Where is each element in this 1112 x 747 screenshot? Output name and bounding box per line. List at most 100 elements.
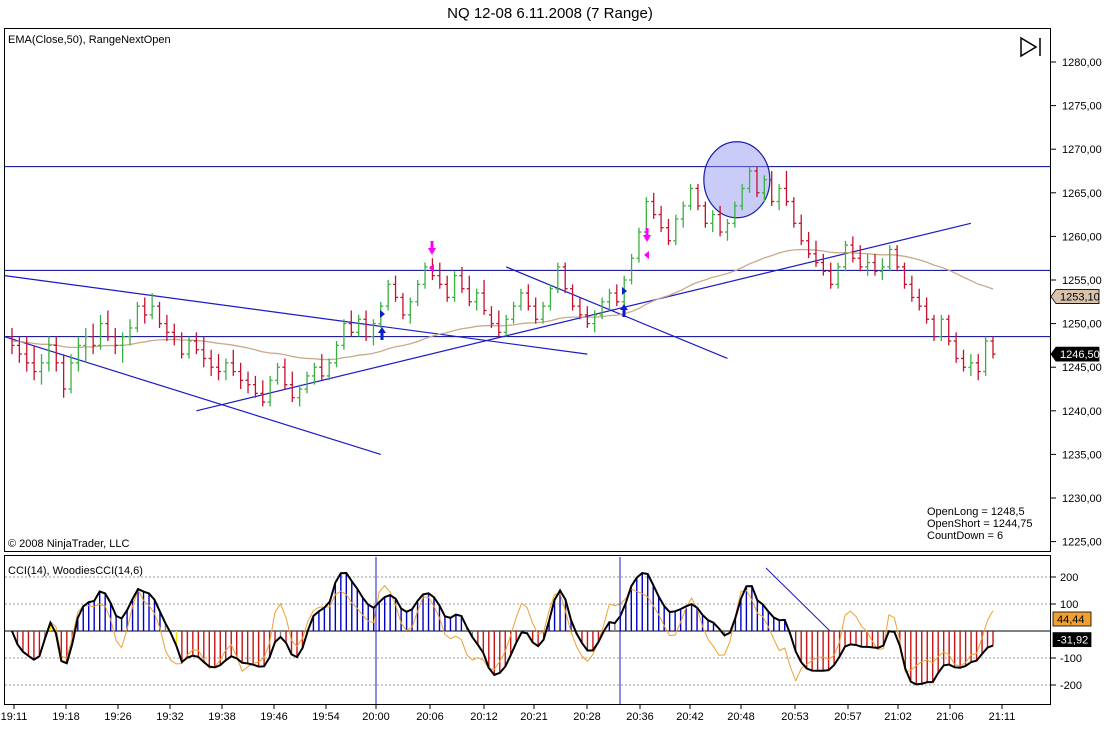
price-bar[interactable]: [983, 336, 989, 376]
price-bar[interactable]: [842, 240, 848, 272]
price-bar[interactable]: [938, 314, 944, 342]
price-bar[interactable]: [311, 362, 317, 385]
price-bar[interactable]: [149, 293, 155, 320]
price-bar[interactable]: [614, 284, 620, 307]
price-bar[interactable]: [252, 375, 258, 398]
price-bar[interactable]: [879, 258, 885, 280]
price-bar[interactable]: [717, 205, 723, 237]
play-pause-icon[interactable]: [1020, 36, 1041, 58]
price-bar[interactable]: [275, 362, 281, 385]
price-bar[interactable]: [776, 184, 782, 211]
price-bar[interactable]: [695, 184, 701, 211]
price-bar[interactable]: [53, 336, 59, 372]
price-bar[interactable]: [820, 253, 826, 276]
price-bar[interactable]: [90, 323, 96, 355]
price-bar[interactable]: [739, 184, 745, 211]
price-bar[interactable]: [894, 245, 900, 272]
price-bar[interactable]: [754, 166, 760, 198]
price-bar[interactable]: [960, 349, 966, 372]
price-bar[interactable]: [407, 297, 413, 324]
price-bar[interactable]: [835, 262, 841, 289]
price-bar[interactable]: [931, 314, 937, 342]
price-bar[interactable]: [208, 349, 214, 376]
price-bar[interactable]: [466, 275, 472, 307]
price-bar[interactable]: [555, 262, 561, 294]
price-bar[interactable]: [599, 297, 605, 320]
price-bar[interactable]: [511, 301, 517, 324]
price-bar[interactable]: [400, 293, 406, 320]
price-bar[interactable]: [24, 336, 30, 372]
price-bar[interactable]: [393, 275, 399, 302]
price-bar[interactable]: [924, 297, 930, 324]
price-panel[interactable]: [4, 28, 1051, 552]
price-bar[interactable]: [334, 341, 340, 368]
price-bar[interactable]: [481, 280, 487, 315]
price-bar[interactable]: [363, 310, 369, 342]
price-bar[interactable]: [444, 275, 450, 302]
price-bar[interactable]: [636, 227, 642, 263]
price-bar[interactable]: [916, 288, 922, 311]
price-bar[interactable]: [127, 319, 133, 346]
price-bar[interactable]: [16, 336, 22, 363]
price-bar[interactable]: [164, 314, 170, 342]
price-bar[interactable]: [688, 184, 694, 211]
price-bar[interactable]: [289, 371, 295, 403]
price-bar[interactable]: [267, 375, 273, 407]
price-bar[interactable]: [304, 371, 310, 394]
price-bar[interactable]: [452, 271, 458, 302]
price-bar[interactable]: [813, 240, 819, 267]
price-bar[interactable]: [865, 253, 871, 276]
price-bar[interactable]: [437, 262, 443, 289]
price-bar[interactable]: [238, 362, 244, 389]
price-bar[interactable]: [46, 336, 52, 372]
price-bar[interactable]: [31, 345, 37, 381]
price-bar[interactable]: [769, 171, 775, 206]
price-bar[interactable]: [319, 354, 325, 381]
price-bar[interactable]: [710, 210, 716, 233]
price-bar[interactable]: [503, 314, 509, 337]
price-bar[interactable]: [577, 297, 583, 320]
price-bar[interactable]: [887, 245, 893, 272]
price-bar[interactable]: [422, 262, 428, 289]
price-bar[interactable]: [370, 319, 376, 346]
price-bar[interactable]: [606, 288, 612, 311]
price-bar[interactable]: [953, 332, 959, 363]
price-bar[interactable]: [157, 301, 163, 328]
price-bar[interactable]: [540, 301, 546, 324]
price-bar[interactable]: [223, 358, 229, 381]
price-bar[interactable]: [120, 332, 126, 363]
price-bar[interactable]: [680, 201, 686, 228]
price-bar[interactable]: [665, 218, 671, 246]
price-bar[interactable]: [385, 280, 391, 311]
price-bar[interactable]: [629, 253, 635, 285]
price-bar[interactable]: [68, 354, 74, 394]
price-bar[interactable]: [990, 336, 996, 359]
price-bar[interactable]: [724, 218, 730, 241]
price-bar[interactable]: [872, 253, 878, 276]
price-bar[interactable]: [562, 262, 568, 294]
price-bar[interactable]: [783, 171, 789, 206]
price-bar[interactable]: [584, 306, 590, 328]
price-bar[interactable]: [791, 197, 797, 228]
price-bar[interactable]: [230, 349, 236, 376]
price-bar[interactable]: [975, 354, 981, 381]
price-bar[interactable]: [415, 280, 421, 307]
price-bar[interactable]: [533, 297, 539, 324]
price-bar[interactable]: [761, 175, 767, 202]
price-bar[interactable]: [356, 314, 362, 337]
price-bar[interactable]: [282, 358, 288, 389]
price-bar[interactable]: [260, 380, 266, 407]
price-bar[interactable]: [857, 245, 863, 272]
price-bar[interactable]: [968, 354, 974, 376]
price-bar[interactable]: [193, 332, 199, 355]
price-bar[interactable]: [9, 327, 15, 355]
price-bar[interactable]: [570, 284, 576, 311]
price-bar[interactable]: [850, 236, 856, 263]
price-bar[interactable]: [651, 192, 657, 219]
price-bar[interactable]: [474, 288, 480, 311]
price-bar[interactable]: [326, 358, 332, 381]
price-bar[interactable]: [673, 214, 679, 246]
price-bar[interactable]: [98, 314, 104, 350]
price-bar[interactable]: [547, 284, 553, 311]
price-bar[interactable]: [798, 214, 804, 246]
